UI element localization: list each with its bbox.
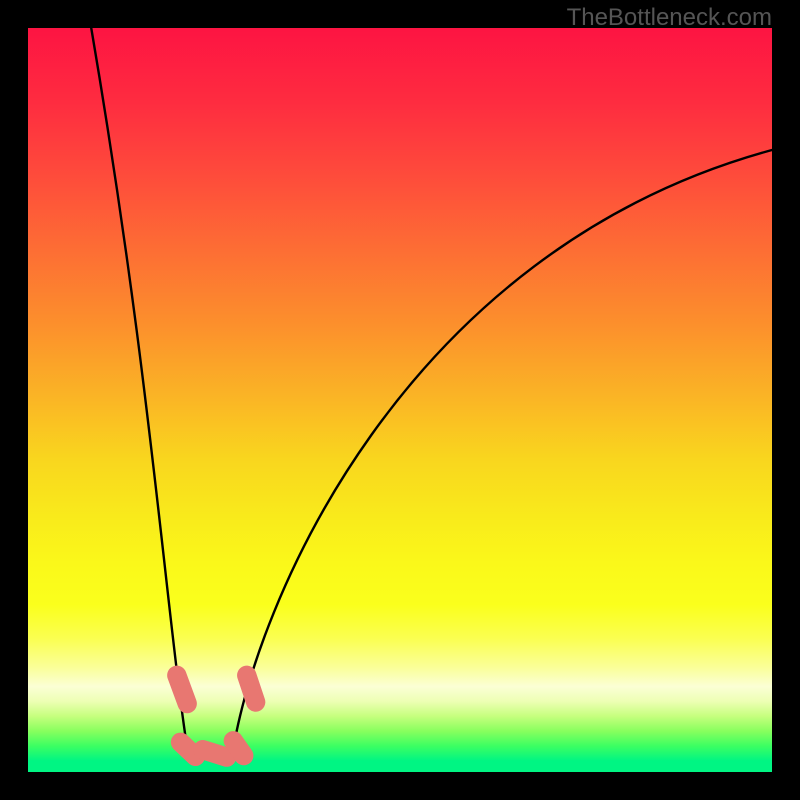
data-marker [233,741,243,756]
chart-root: TheBottleneck.com [0,0,800,800]
plot-background-gradient [28,28,772,772]
watermark-text: TheBottleneck.com [567,4,772,32]
chart-svg [0,0,800,800]
data-marker [247,675,256,702]
data-marker [203,750,227,757]
data-marker [177,675,187,703]
data-marker [181,742,196,756]
